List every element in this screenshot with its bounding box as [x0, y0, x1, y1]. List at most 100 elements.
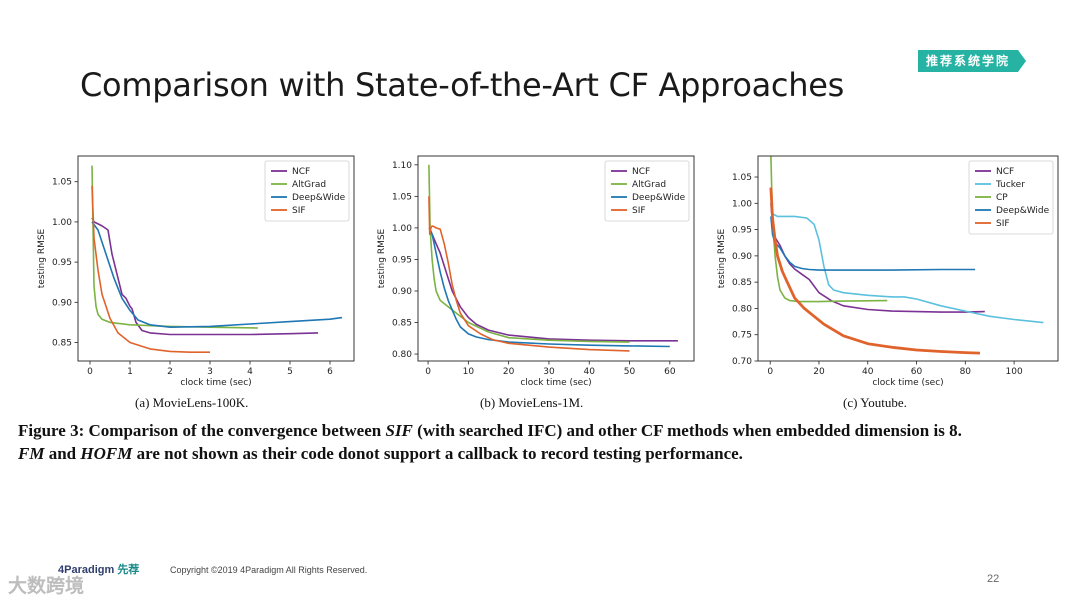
y-axis-label: testing RMSE	[717, 228, 727, 288]
plot-frame	[417, 155, 695, 362]
legend: NCF AltGrad Deep&Wide SIF	[264, 160, 350, 222]
x-tick-label: 0	[425, 367, 431, 377]
x-tick-label: 4	[247, 367, 253, 377]
y-tick-label: 1.00	[52, 218, 72, 228]
y-tick-label: 0.95	[392, 255, 412, 265]
legend-entry: Deep&Wide	[632, 193, 686, 203]
legend-entry: SIF	[632, 206, 646, 216]
x-tick-label: 10	[463, 367, 475, 377]
legend-entry: AltGrad	[632, 180, 666, 190]
figure-caption: Figure 3: Comparison of the convergence …	[18, 419, 1068, 465]
series-line-deep-wide	[770, 216, 976, 271]
series-line-ncf	[770, 203, 985, 313]
y-tick-label: 0.90	[732, 252, 752, 262]
subcaption-c: (c) Youtube.	[843, 395, 907, 410]
y-tick-label: 0.85	[732, 278, 752, 288]
x-tick-label: 20	[813, 367, 825, 377]
x-tick-label: 30	[543, 367, 555, 377]
legend-entry: Tucker	[995, 180, 1025, 190]
y-tick-label: 1.05	[732, 173, 752, 183]
series-line-altgrad	[91, 165, 259, 329]
y-tick-label: 1.05	[392, 192, 412, 202]
y-tick-label: 1.00	[392, 224, 412, 234]
caption-part-1: SIF	[385, 421, 413, 440]
x-tick-label: 20	[503, 367, 515, 377]
caption-part-4: and	[44, 444, 81, 463]
page-number: 22	[987, 573, 1000, 585]
slide-title: Comparison with State-of-the-Art CF Appr…	[80, 66, 844, 104]
subcaption-a: (a) MovieLens-100K.	[135, 395, 249, 410]
series-line-ncf	[428, 227, 678, 342]
chart-movielens-1m: 0 10 20 30 40 50 60 0.80 0.85 0.90 0.95 1.00 1.05 1.1…	[377, 155, 695, 388]
y-tick-label: 0.90	[392, 287, 412, 297]
y-tick-label: 0.85	[392, 319, 412, 329]
y-tick-label: 0.85	[52, 339, 72, 349]
company-logo: 4Paradigm 先荐	[58, 561, 139, 577]
series-line-altgrad	[428, 164, 630, 343]
x-axis-label: clock time (sec)	[180, 378, 251, 388]
x-tick-label: 40	[584, 367, 596, 377]
series-line-cp	[770, 156, 888, 303]
legend-entry: SIF	[996, 219, 1010, 229]
legend-entry: AltGrad	[292, 180, 326, 190]
y-tick-label: 0.95	[52, 258, 72, 268]
y-tick-label: 0.95	[732, 226, 752, 236]
x-tick-label: 0	[87, 367, 93, 377]
copyright-footer: Copyright ©2019 4Paradigm All Rights Res…	[170, 565, 368, 575]
badge-label: 推荐系统学院	[926, 54, 1011, 68]
x-tick-label: 6	[327, 367, 333, 377]
y-tick-label: 0.80	[392, 350, 412, 360]
plot-frame	[757, 155, 1059, 362]
legend: NCF AltGrad Deep&Wide SIF	[604, 160, 690, 222]
caption-part-6: are not shown as their code donot suppor…	[132, 444, 743, 463]
caption-part-2: (with searched IFC) and other CF methods…	[412, 421, 962, 440]
y-tick-label: 1.05	[52, 178, 72, 188]
caption-part-0: Figure 3: Comparison of the convergence …	[18, 421, 386, 440]
y-axis-label: testing RMSE	[37, 228, 47, 288]
x-tick-label: 60	[664, 367, 676, 377]
x-tick-label: 0	[767, 367, 773, 377]
x-tick-label: 50	[624, 367, 636, 377]
y-tick-label: 1.10	[392, 161, 412, 171]
x-tick-label: 40	[862, 367, 874, 377]
legend-entry: Deep&Wide	[292, 193, 346, 203]
legend-entry: Deep&Wide	[996, 206, 1050, 216]
plot-frame	[77, 155, 355, 362]
y-tick-label: 0.80	[732, 304, 752, 314]
logo-sub: 先荐	[117, 564, 140, 576]
y-tick-label: 1.00	[732, 199, 752, 209]
legend-entry: CP	[996, 193, 1008, 203]
legend-entry: NCF	[996, 167, 1014, 177]
watermark: 大数跨境	[8, 576, 85, 597]
series-line-deep-wide	[428, 227, 670, 348]
legend-box	[264, 160, 350, 222]
x-axis-label: clock time (sec)	[520, 378, 591, 388]
legend-box	[968, 160, 1054, 235]
academy-badge: 推荐系统学院	[918, 50, 1026, 72]
series-line-tucker	[770, 203, 1044, 324]
legend-entry: SIF	[292, 206, 306, 216]
x-tick-label: 80	[960, 367, 972, 377]
logo-text: 4Paradigm	[58, 564, 115, 576]
subcaption-b: (b) MovieLens-1M.	[480, 395, 584, 410]
series-line-sif	[428, 196, 630, 352]
x-tick-label: 1	[127, 367, 133, 377]
caption-part-5: HOFM	[80, 444, 133, 463]
y-axis-label: testing RMSE	[377, 228, 387, 288]
series-line-deep-wide	[91, 221, 343, 328]
legend: NCF Tucker CP Deep&Wide SIF	[968, 160, 1054, 235]
y-tick-label: 0.90	[52, 298, 72, 308]
x-tick-label: 5	[287, 367, 293, 377]
y-tick-label: 0.70	[732, 357, 752, 367]
caption-part-3: FM	[18, 444, 45, 463]
badge-shape	[918, 50, 1026, 72]
series-line-sif	[769, 187, 981, 355]
y-tick-label: 0.75	[732, 331, 752, 341]
series-line-sif	[91, 185, 210, 353]
legend-entry: NCF	[632, 167, 650, 177]
chart-youtube: 0 20 40 60 80 100 0.70 0.75 0.80 0.85 0.90 0.95 1.00…	[717, 155, 1059, 388]
legend-entry: NCF	[292, 167, 310, 177]
series-line-ncf	[91, 217, 319, 336]
x-tick-label: 2	[167, 367, 173, 377]
x-tick-label: 60	[911, 367, 923, 377]
